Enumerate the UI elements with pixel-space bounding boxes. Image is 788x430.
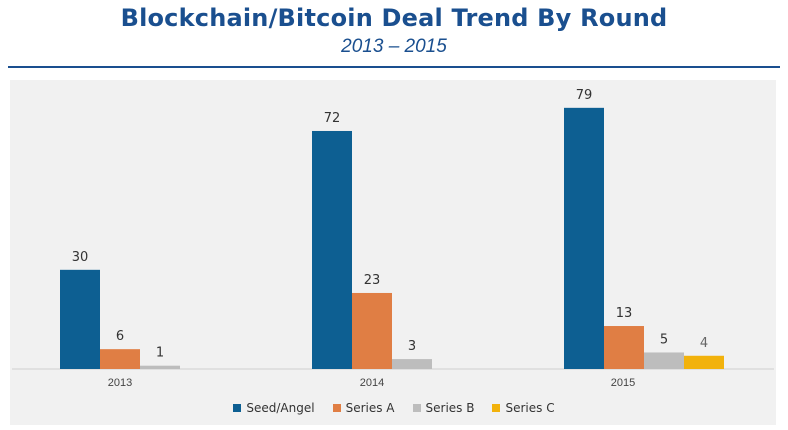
data-label: 5 [660,332,668,347]
legend-swatch [332,404,341,412]
chart-legend: Seed/Angel Series A Series B Series C [0,401,788,415]
legend-swatch [233,404,242,412]
legend-label: Series B [425,401,475,415]
data-label: 23 [364,273,381,288]
chart-title: Blockchain/Bitcoin Deal Trend By Round [120,4,668,32]
legend-swatch [412,404,421,412]
legend-label: Series A [345,401,395,415]
bar-seed-angel-2014 [312,130,352,369]
legend-swatch [492,404,501,412]
x-tick-label: 2015 [611,377,635,389]
bar-series-a-2015 [604,326,644,369]
legend-label: Seed/Angel [246,401,315,415]
data-label: 13 [616,306,633,321]
x-tick-label: 2014 [360,377,384,389]
legend-item: Series B [412,401,475,415]
bar-series-b-2014 [392,359,432,369]
bar-series-b-2015 [644,352,684,369]
x-tick-label: 2013 [108,377,132,389]
legend-item: Series A [332,401,395,415]
bar-series-b-2013 [140,365,180,369]
data-label: 3 [408,339,416,354]
data-label: 6 [116,329,124,344]
chart-subtitle: 2013 – 2015 [341,36,447,57]
legend-item: Series C [492,401,555,415]
bar-seed-angel-2015 [564,107,604,369]
data-label: 72 [324,111,341,126]
data-label: 4 [700,336,708,351]
legend-item: Seed/Angel [233,401,315,415]
data-label: 79 [576,88,593,103]
data-label: 30 [72,250,89,265]
bar-series-a-2013 [100,349,140,369]
data-label: 1 [156,346,164,361]
bar-series-a-2014 [352,292,392,369]
bar-seed-angel-2013 [60,269,100,369]
legend-label: Series C [505,401,555,415]
bar-series-c-2015 [684,355,724,369]
title-divider [8,66,780,68]
